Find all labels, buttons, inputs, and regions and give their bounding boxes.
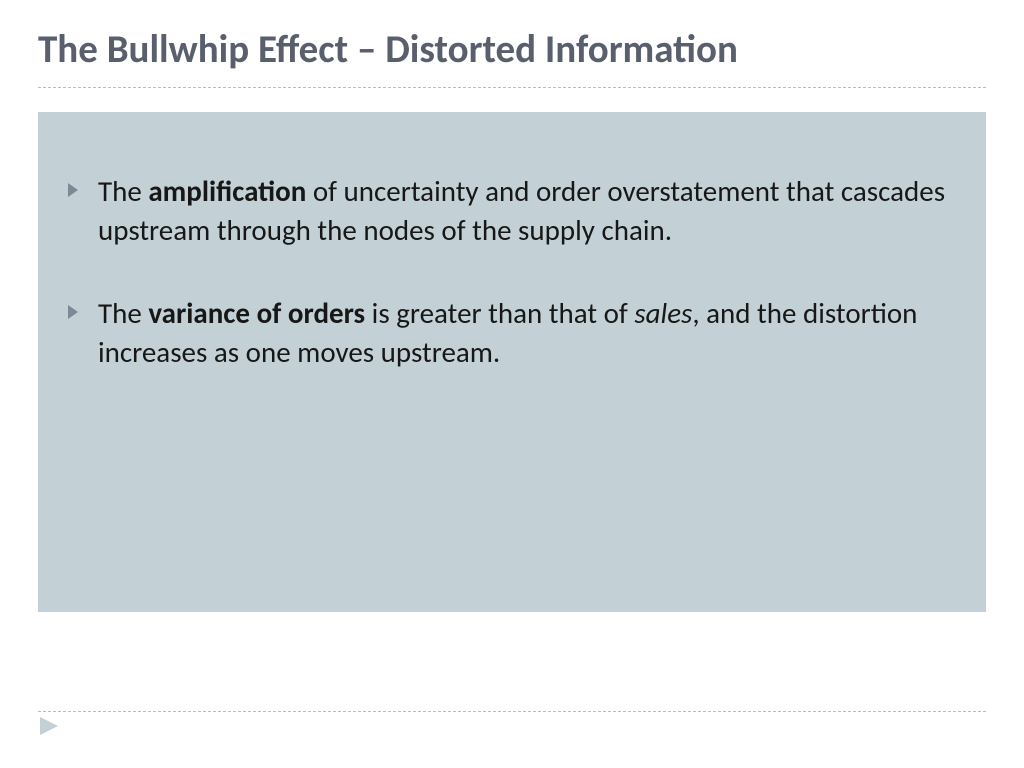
content-box: The amplification of uncertainty and ord… <box>38 112 986 612</box>
bullet-item: The variance of orders is greater than t… <box>66 294 948 372</box>
text-run: The <box>98 295 148 331</box>
footer-divider <box>38 711 986 712</box>
text-run: The <box>98 173 148 209</box>
footer-divider-area <box>38 711 986 712</box>
title-divider <box>38 87 986 88</box>
bullet-text: The variance of orders is greater than t… <box>98 294 948 372</box>
text-run: is greater than that of <box>365 295 634 331</box>
slide: The Bullwhip Effect – Distorted Informat… <box>0 0 1024 768</box>
bullet-triangle-icon <box>66 182 80 198</box>
footer-triangle-icon <box>38 715 60 742</box>
text-run-bold: amplification <box>148 173 306 209</box>
text-run-bold: variance of orders <box>148 295 365 331</box>
slide-title: The Bullwhip Effect – Distorted Informat… <box>38 28 986 83</box>
bullet-text: The amplification of uncertainty and ord… <box>98 172 948 250</box>
text-run-italic: sales <box>634 295 692 331</box>
bullet-item: The amplification of uncertainty and ord… <box>66 172 948 250</box>
bullet-triangle-icon <box>66 304 80 320</box>
